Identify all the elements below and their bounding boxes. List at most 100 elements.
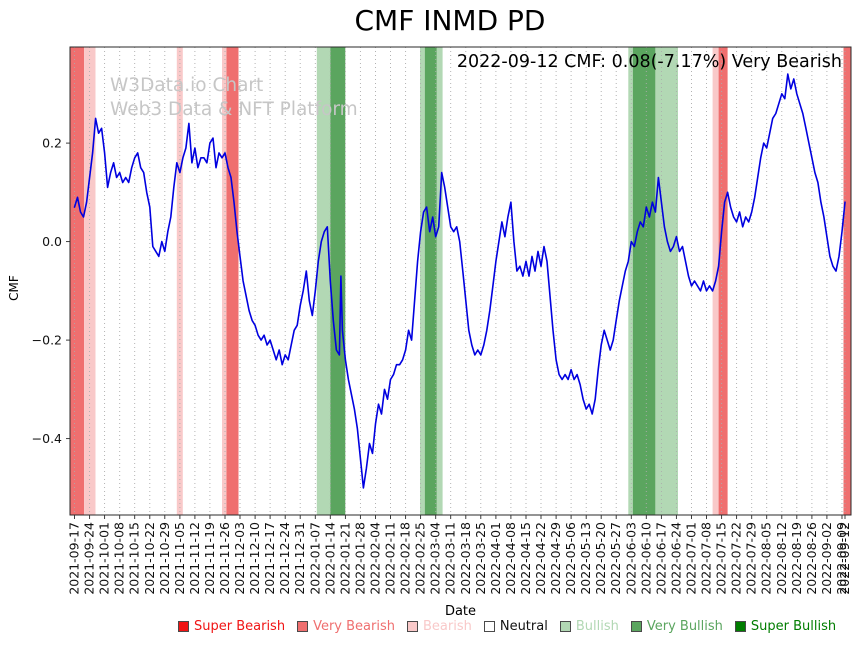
x-tick-label: 2022-05-20 <box>593 522 608 595</box>
x-tick-label: 2022-03-04 <box>428 522 443 595</box>
legend-item-bullish: Bullish <box>559 619 619 634</box>
signal-band-bullish <box>628 47 633 515</box>
x-tick-label: 2021-09-24 <box>82 522 97 595</box>
legend-item-super-bearish: Super Bearish <box>178 619 285 634</box>
legend-swatch-very-bullish <box>630 621 642 632</box>
x-tick-label: 2022-09-12 <box>837 522 852 595</box>
x-tick-label: 2022-03-25 <box>473 522 488 595</box>
x-tick-label: 2021-10-29 <box>157 522 172 595</box>
signal-band-very-bullish <box>632 47 656 515</box>
legend-label-very-bullish: Very Bullish <box>646 619 723 634</box>
legend-label-bearish: Bearish <box>422 619 472 634</box>
x-tick-label: 2021-11-26 <box>217 522 232 595</box>
x-tick-label: 2022-09-02 <box>819 522 834 595</box>
x-tick-label: 2022-05-27 <box>608 522 623 595</box>
signal-band-bearish <box>84 47 96 515</box>
x-tick-label: 2022-04-22 <box>533 522 548 595</box>
signal-band-bullish <box>655 47 678 515</box>
x-tick-label: 2021-12-31 <box>292 522 307 595</box>
signal-band-very-bearish <box>226 47 239 515</box>
x-tick-label: 2022-02-25 <box>413 522 428 595</box>
signal-band-very-bearish <box>70 47 85 515</box>
legend-swatch-super-bullish <box>734 621 746 632</box>
x-tick-label: 2021-11-05 <box>172 522 187 595</box>
x-tick-label: 2022-04-29 <box>548 522 563 595</box>
x-tick-label: 2022-08-19 <box>789 522 804 595</box>
x-tick-label: 2021-10-01 <box>97 522 112 595</box>
legend-item-neutral: Neutral <box>483 619 548 634</box>
x-tick-label: 2022-08-05 <box>759 522 774 595</box>
x-tick-label: 2022-03-11 <box>443 522 458 595</box>
signal-band-bullish <box>420 47 425 515</box>
chart-title: CMF INMD PD <box>354 4 546 37</box>
signal-band-bullish <box>316 47 331 515</box>
legend-label-super-bearish: Super Bearish <box>194 619 286 634</box>
legend-item-super-bullish: Super Bullish <box>734 619 837 634</box>
x-tick-label: 2022-09-09 <box>834 522 849 595</box>
watermark-line1: W3Data.io Chart <box>110 75 264 96</box>
x-tick-label: 2022-06-24 <box>668 522 683 595</box>
x-tick-label: 2022-01-14 <box>322 522 337 595</box>
x-tick-label: 2022-01-07 <box>307 522 322 595</box>
legend-item-very-bullish: Very Bullish <box>630 619 723 634</box>
x-tick-label: 2022-08-26 <box>804 522 819 595</box>
x-tick-label: 2022-06-03 <box>623 522 638 595</box>
y-tick-label: 0.0 <box>42 234 62 249</box>
x-tick-label: 2022-02-11 <box>383 522 398 595</box>
x-tick-label: 2022-07-08 <box>699 522 714 595</box>
chart-subtitle: 2022-09-12 CMF: 0.08(-7.17%) Very Bearis… <box>456 52 842 72</box>
x-tick-label: 2022-04-01 <box>488 522 503 595</box>
watermark: W3Data.io Chart Web3 Data & NFT Platform <box>110 74 358 122</box>
x-tick-label: 2022-02-18 <box>398 522 413 595</box>
x-tick-label: 2022-04-08 <box>503 522 518 595</box>
legend-swatch-bearish <box>406 621 418 632</box>
x-axis-label: Date <box>444 604 477 619</box>
x-tick-label: 2021-10-22 <box>142 522 157 595</box>
x-tick-label: 2022-06-10 <box>638 522 653 595</box>
x-tick-label: 2022-06-17 <box>653 522 668 595</box>
x-tick-label: 2022-07-01 <box>684 522 699 595</box>
legend-label-neutral: Neutral <box>499 619 548 634</box>
x-tick-label: 2021-11-19 <box>202 522 217 595</box>
legend-item-bearish: Bearish <box>406 619 472 634</box>
x-tick-label: 2021-11-12 <box>187 522 202 595</box>
legend-swatch-super-bearish <box>178 621 189 632</box>
x-tick-label: 2022-07-29 <box>744 522 759 595</box>
cmf-line <box>73 73 846 489</box>
y-tick-label: −0.4 <box>32 431 62 446</box>
x-tick-label: 2022-05-13 <box>578 522 593 595</box>
x-tick-label: 2022-03-18 <box>458 522 473 595</box>
legend-label-super-bullish: Super Bullish <box>750 619 837 634</box>
y-tick-label: −0.2 <box>32 333 62 348</box>
x-tick-label: 2021-12-17 <box>262 522 277 595</box>
x-tick-label: 2022-01-28 <box>352 522 367 595</box>
x-tick-label: 2022-02-04 <box>368 522 383 595</box>
legend-label-very-bearish: Very Bearish <box>313 619 395 634</box>
legend-swatch-very-bearish <box>297 621 309 632</box>
x-tick-label: 2022-07-15 <box>714 522 729 595</box>
x-tick-label: 2021-12-10 <box>247 522 262 595</box>
watermark-line2: Web3 Data & NFT Platform <box>110 99 358 120</box>
y-tick-label: 0.2 <box>42 136 62 151</box>
x-tick-label: 2022-08-12 <box>774 522 789 595</box>
legend-item-very-bearish: Very Bearish <box>297 619 395 634</box>
x-tick-label: 2021-10-15 <box>127 522 142 595</box>
x-tick-label: 2021-10-08 <box>112 522 127 595</box>
x-tick-label: 2021-12-24 <box>277 522 292 595</box>
legend-swatch-bullish <box>559 621 571 632</box>
signal-band-very-bullish <box>330 47 346 515</box>
legend-swatch-neutral <box>483 621 495 632</box>
x-tick-label: 2021-12-03 <box>232 522 247 595</box>
signal-band-very-bullish <box>424 47 437 515</box>
y-axis-label: CMF <box>7 275 21 301</box>
plot-border <box>69 46 852 516</box>
signal-band-bullish <box>436 47 443 515</box>
signal-band-bearish <box>176 47 183 515</box>
x-tick-label: 2021-09-17 <box>67 522 82 595</box>
x-tick-label: 2022-05-06 <box>563 522 578 595</box>
signal-band-bearish <box>222 47 227 515</box>
legend-label-bullish: Bullish <box>575 619 619 634</box>
signal-band-very-bearish <box>718 47 728 515</box>
